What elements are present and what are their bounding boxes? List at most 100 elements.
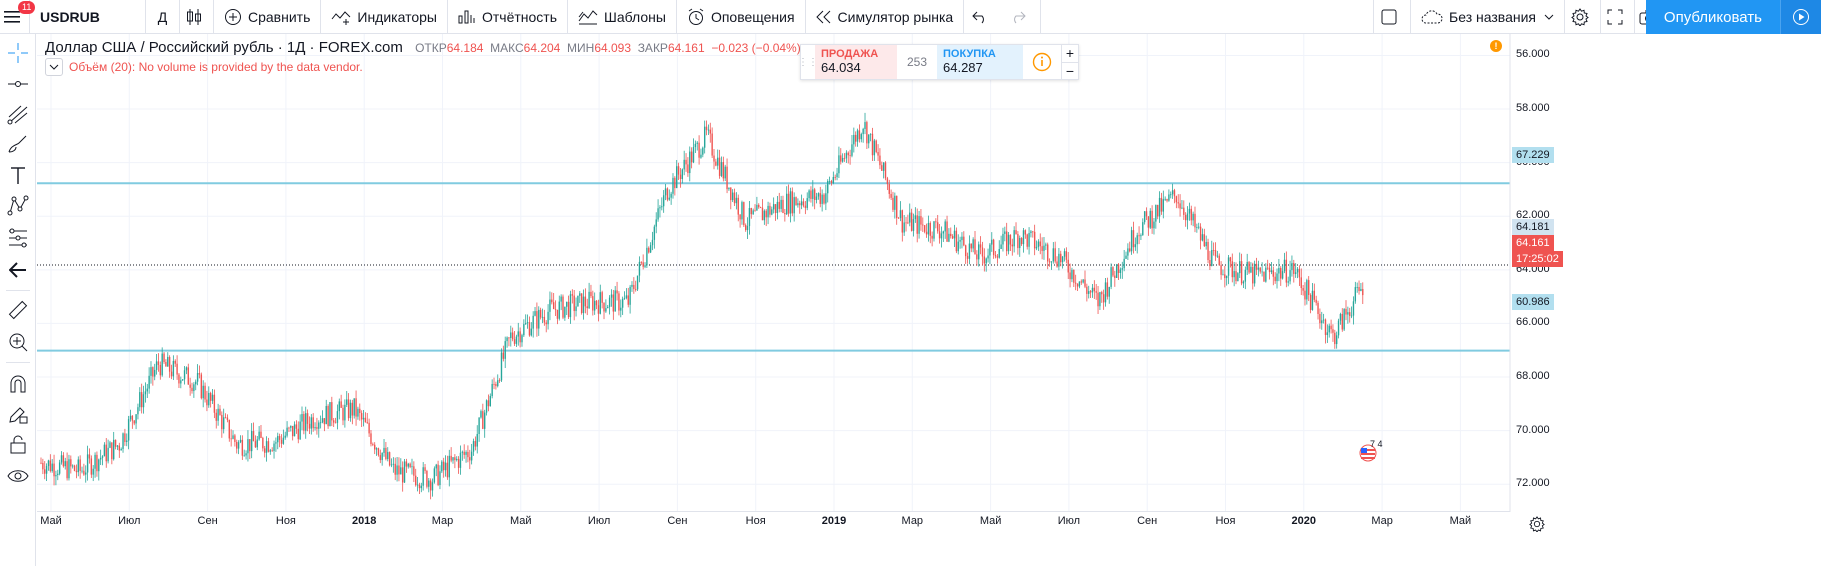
- candle-body: [429, 480, 432, 491]
- candle-body: [420, 485, 423, 489]
- time-tick-label: Мар: [1371, 515, 1393, 527]
- candle-body: [1106, 282, 1109, 297]
- lock-tool[interactable]: [4, 430, 32, 458]
- candle-body: [293, 424, 296, 437]
- financials-button[interactable]: Отчётность: [448, 0, 569, 34]
- candle-body: [1293, 262, 1295, 274]
- text-tool[interactable]: [4, 162, 32, 190]
- candle-body: [381, 452, 383, 461]
- collapse-legend-button[interactable]: [45, 58, 63, 76]
- chart-settings-button[interactable]: [1525, 514, 1549, 534]
- candle-body: [989, 244, 991, 256]
- candle-body: [588, 291, 590, 309]
- fullscreen-button[interactable]: [1601, 0, 1635, 34]
- layout-name-button[interactable]: Без названия: [1411, 0, 1565, 34]
- candle-body: [1332, 329, 1334, 333]
- candle-body: [661, 206, 663, 208]
- candle-body: [107, 447, 109, 462]
- candle-body: [892, 197, 894, 210]
- trend-line-tool[interactable]: [4, 70, 32, 98]
- candle-body: [670, 193, 672, 198]
- symbol-search-button[interactable]: USDRUB: [30, 0, 146, 34]
- layout-select-button[interactable]: [1373, 0, 1412, 34]
- quantity-stepper: + −: [1061, 45, 1078, 79]
- candle-body: [1358, 287, 1360, 291]
- time-tick-label: Сен: [667, 515, 688, 527]
- candle-body: [1218, 255, 1220, 266]
- candle-body: [1078, 281, 1081, 287]
- interval-button[interactable]: Д: [146, 0, 180, 34]
- play-circle-icon: [1793, 9, 1809, 25]
- undo-button[interactable]: [964, 0, 1002, 34]
- compare-button[interactable]: Сравнить: [214, 0, 322, 34]
- low-label: МИН: [567, 41, 595, 55]
- fib-tool[interactable]: [4, 100, 32, 128]
- candle-body: [114, 439, 117, 447]
- candle-body: [953, 230, 956, 239]
- chart-type-button[interactable]: [180, 0, 214, 34]
- candle-body: [1117, 264, 1120, 273]
- brush-tool[interactable]: [4, 130, 32, 158]
- visibility-tool[interactable]: [4, 462, 32, 490]
- candle-body: [1311, 290, 1314, 310]
- decrease-button[interactable]: −: [1062, 61, 1078, 80]
- candle-body: [1216, 255, 1219, 257]
- measure-tool[interactable]: [4, 296, 32, 324]
- candle-body: [690, 151, 693, 163]
- candle-body: [1337, 320, 1340, 336]
- candle-body: [616, 290, 618, 294]
- candle-body: [840, 155, 842, 162]
- candle-body: [1138, 235, 1140, 237]
- alert-icon[interactable]: !: [1490, 40, 1502, 52]
- info-button[interactable]: [1023, 45, 1061, 79]
- alerts-button[interactable]: Оповещения: [677, 0, 806, 34]
- drag-handle[interactable]: ⋮⋮: [798, 56, 818, 68]
- main-menu-button[interactable]: 11: [0, 0, 36, 34]
- magnet-icon: [10, 375, 26, 393]
- replay-button[interactable]: Симулятор рынка: [806, 0, 965, 34]
- time-axis-border: [37, 511, 1510, 512]
- back-tool[interactable]: [4, 256, 32, 284]
- time-tick-label: Сен: [1137, 515, 1158, 527]
- candle-body: [437, 464, 439, 486]
- redo-button[interactable]: [1002, 0, 1042, 34]
- candle-body: [1209, 259, 1211, 267]
- candlestick-series: [40, 112, 1364, 500]
- increase-button[interactable]: +: [1065, 45, 1075, 62]
- candle-body: [208, 392, 210, 406]
- sell-button[interactable]: ПРОДАЖА 64.034: [815, 45, 897, 79]
- publish-menu-button[interactable]: [1780, 0, 1821, 34]
- zoom-tool[interactable]: [4, 328, 32, 356]
- candle-body: [1205, 241, 1207, 247]
- candle-body: [146, 388, 148, 392]
- candle-body: [1130, 230, 1133, 252]
- candle-body: [366, 422, 368, 424]
- level-lower-tag: 60.986: [1512, 294, 1554, 310]
- candle-body: [715, 161, 717, 166]
- candle-body: [504, 341, 506, 359]
- candle-body: [1129, 248, 1131, 252]
- templates-button[interactable]: Шаблоны: [568, 0, 677, 34]
- price-chart[interactable]: [37, 34, 1821, 512]
- candle-body: [94, 454, 96, 469]
- indicators-button[interactable]: Индикаторы: [321, 0, 448, 34]
- magnet-tool[interactable]: [4, 370, 32, 398]
- candle-body: [868, 134, 870, 144]
- crosshair-tool[interactable]: [4, 39, 32, 67]
- us-flag-icon[interactable]: [1356, 442, 1384, 462]
- candle-body: [653, 226, 656, 240]
- alerts-label: Оповещения: [710, 8, 795, 25]
- publish-button[interactable]: Опубликовать: [1645, 0, 1780, 34]
- low-value: 64.093: [594, 41, 632, 55]
- candle-body: [625, 295, 628, 299]
- buy-button[interactable]: ПОКУПКА 64.287: [937, 45, 1023, 79]
- horizontal-levels: [37, 182, 1510, 352]
- candle-body: [99, 457, 102, 460]
- lock-drawings-tool[interactable]: [4, 400, 32, 428]
- settings-button[interactable]: [1565, 0, 1601, 34]
- candle-body: [267, 441, 270, 452]
- pattern-tool[interactable]: [4, 192, 32, 220]
- symbol-title[interactable]: Доллар США / Российский рубль · 1Д · FOR…: [45, 39, 403, 56]
- prediction-tool[interactable]: [4, 224, 32, 252]
- candle-body: [836, 173, 838, 178]
